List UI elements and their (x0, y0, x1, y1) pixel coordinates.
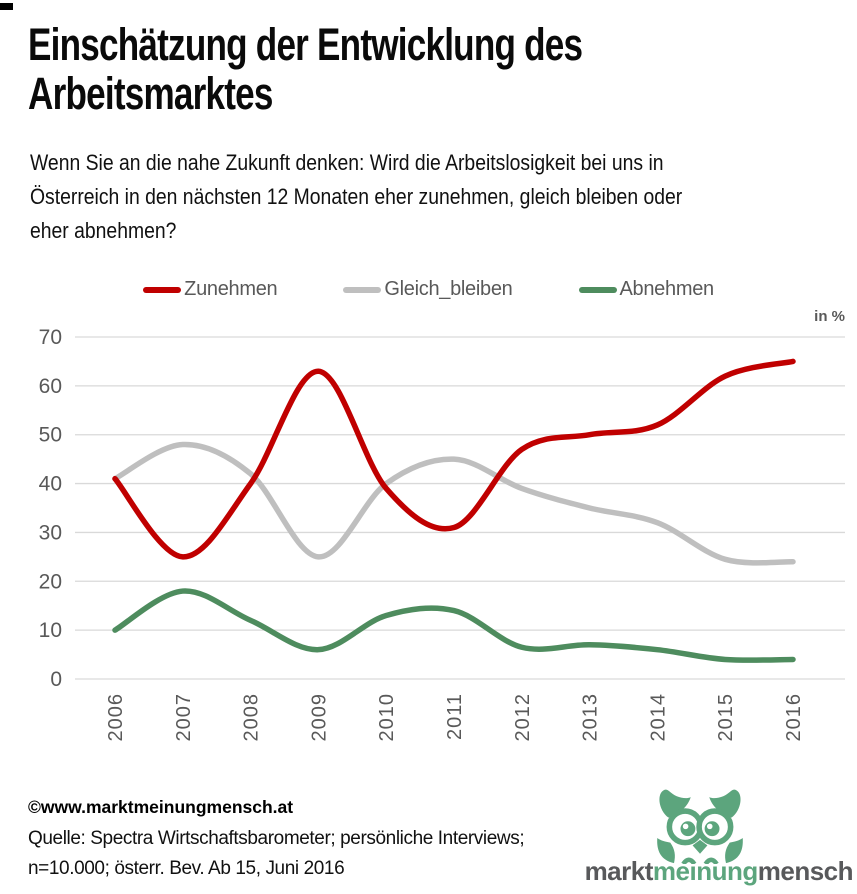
logo-word-markt: markt (584, 856, 654, 886)
line-chart: 0 10 20 30 40 50 60 70 2006 2007 2008 2009 2010 2011 2… (39, 326, 845, 742)
unit-label: in % (814, 308, 845, 325)
x-axis-tick-label: 2016 (783, 693, 805, 742)
logo-word-mensch: mensch (757, 856, 854, 886)
question-line-1: Wenn Sie an die nahe Zukunft denken: Wir… (30, 150, 664, 175)
x-axis-tick-label: 2012 (512, 693, 534, 742)
y-axis-tick-label: 10 (39, 619, 62, 642)
copyright-text: ©www.marktmeinungmensch.at (28, 797, 294, 817)
x-axis-tick-label: 2010 (376, 693, 398, 742)
y-axis-tick-label: 30 (39, 521, 62, 544)
x-axis-tick-label: 2014 (647, 693, 669, 742)
survey-question: Wenn Sie an die nahe Zukunft denken: Wir… (30, 146, 682, 248)
title-line-1: Einschätzung der Entwicklung des (28, 19, 583, 70)
y-axis-tick-label: 60 (39, 375, 62, 398)
y-axis-tick-label: 0 (50, 668, 62, 691)
y-axis-tick-label: 50 (39, 424, 62, 447)
x-axis-tick-label: 2007 (173, 693, 195, 742)
page-title: Einschätzung der Entwicklung des Arbeits… (28, 19, 583, 119)
series-line-gleich_bleiben (112, 441, 796, 566)
x-axis-tick-label: 2015 (715, 693, 737, 742)
brand-logo: marktmeinungmensch (582, 784, 857, 888)
legend-item-gleich-bleiben: Gleich_bleiben (343, 278, 513, 301)
series-line-zunehmen (112, 358, 796, 560)
owl-icon (657, 789, 743, 864)
corner-mark (0, 3, 13, 10)
legend-item-zunehmen: Zunehmen (143, 278, 278, 301)
chart-legend: Zunehmen Gleich_bleiben Abnehmen (0, 278, 857, 301)
x-axis-tick-label: 2011 (444, 693, 466, 740)
logo-wordmark: marktmeinungmensch (584, 856, 854, 887)
y-axis-tick-label: 20 (39, 570, 62, 593)
legend-label-zunehmen: Zunehmen (184, 278, 278, 300)
source-line-2: n=10.000; österr. Bev. Ab 15, Juni 2016 (28, 858, 345, 879)
legend-label-abnehmen: Abnehmen (619, 278, 715, 300)
logo-word-meinung: meinung (652, 856, 758, 886)
legend-label-gleich-bleiben: Gleich_bleiben (384, 278, 513, 300)
legend-item-abnehmen: Abnehmen (578, 278, 715, 301)
source-line-1: Quelle: Spectra Wirtschaftsbarometer; pe… (28, 828, 525, 849)
y-axis-tick-label: 70 (39, 326, 62, 349)
x-axis-tick-label: 2013 (580, 693, 602, 742)
title-line-2: Arbeitsmarktes (28, 68, 273, 119)
question-line-3: eher abnehmen? (30, 218, 177, 243)
source-text: Quelle: Spectra Wirtschaftsbarometer; pe… (28, 824, 525, 884)
legend-swatch-gleich-bleiben (343, 286, 382, 293)
x-axis-tick-label: 2006 (105, 693, 127, 742)
series-line-abnehmen (112, 588, 796, 663)
x-axis-tick-label: 2008 (241, 693, 263, 742)
x-axis-tick-label: 2009 (308, 693, 330, 742)
legend-swatch-zunehmen (143, 286, 182, 293)
y-axis-tick-label: 40 (39, 473, 62, 496)
question-line-2: Österreich in den nächsten 12 Monaten eh… (30, 184, 683, 209)
legend-swatch-abnehmen (578, 286, 617, 293)
